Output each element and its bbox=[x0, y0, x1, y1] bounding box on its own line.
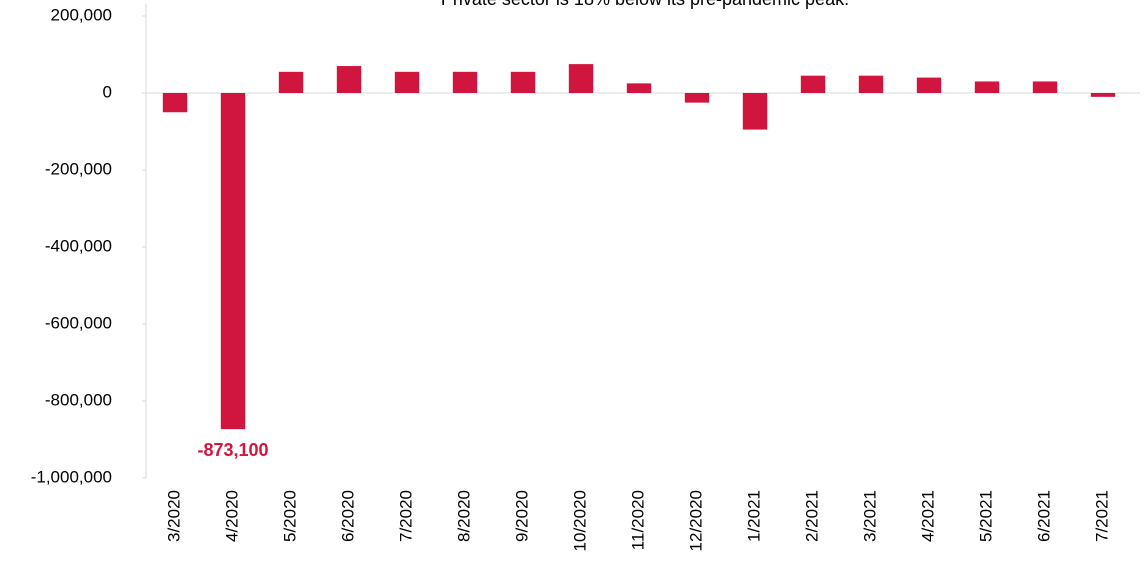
x-tick-label: 6/2020 bbox=[338, 490, 357, 542]
x-tick-label: 12/2020 bbox=[686, 490, 705, 551]
x-tick-label: 8/2020 bbox=[454, 490, 473, 542]
bar bbox=[278, 71, 304, 93]
x-tick-label: 5/2021 bbox=[976, 490, 995, 542]
bar bbox=[394, 71, 420, 93]
x-tick-label: 10/2020 bbox=[570, 490, 589, 551]
data-label: -873,100 bbox=[197, 440, 268, 460]
bar bbox=[510, 71, 536, 93]
y-tick-label: -600,000 bbox=[45, 313, 112, 332]
x-tick-label: 7/2020 bbox=[396, 490, 415, 542]
bar bbox=[1032, 81, 1058, 93]
bar bbox=[1090, 93, 1116, 97]
x-tick-label: 4/2020 bbox=[222, 490, 241, 542]
y-tick-label: -400,000 bbox=[45, 236, 112, 255]
x-tick-label: 2/2021 bbox=[802, 490, 821, 542]
x-tick-label: 5/2020 bbox=[280, 490, 299, 542]
x-tick-label: 3/2020 bbox=[164, 490, 183, 542]
bar bbox=[336, 66, 362, 93]
y-tick-label: -1,000,000 bbox=[31, 467, 112, 486]
x-tick-label: 6/2021 bbox=[1034, 490, 1053, 542]
y-tick-label: -200,000 bbox=[45, 159, 112, 178]
chart-title: Private sector is 18% below its pre-pand… bbox=[441, 0, 849, 9]
bar bbox=[974, 81, 1000, 93]
bar bbox=[858, 75, 884, 93]
bar bbox=[800, 75, 826, 93]
bar bbox=[162, 93, 188, 113]
x-tick-label: 3/2021 bbox=[860, 490, 879, 542]
bar bbox=[452, 71, 478, 93]
x-tick-label: 1/2021 bbox=[744, 490, 763, 542]
bar bbox=[684, 93, 710, 103]
bar bbox=[568, 64, 594, 93]
x-tick-label: 4/2021 bbox=[918, 490, 937, 542]
x-tick-label: 11/2020 bbox=[628, 490, 647, 550]
bar bbox=[626, 83, 652, 93]
y-tick-label: -800,000 bbox=[45, 390, 112, 409]
y-tick-label: 0 bbox=[103, 82, 112, 101]
bar bbox=[916, 77, 942, 93]
x-tick-label: 7/2021 bbox=[1092, 490, 1111, 542]
bar bbox=[742, 93, 768, 130]
bar bbox=[220, 93, 246, 430]
x-tick-label: 9/2020 bbox=[512, 490, 531, 542]
y-tick-label: 200,000 bbox=[51, 5, 112, 24]
